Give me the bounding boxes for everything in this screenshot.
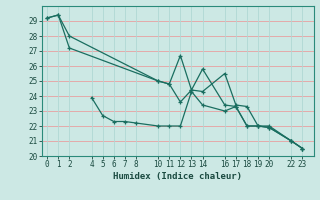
- X-axis label: Humidex (Indice chaleur): Humidex (Indice chaleur): [113, 172, 242, 181]
